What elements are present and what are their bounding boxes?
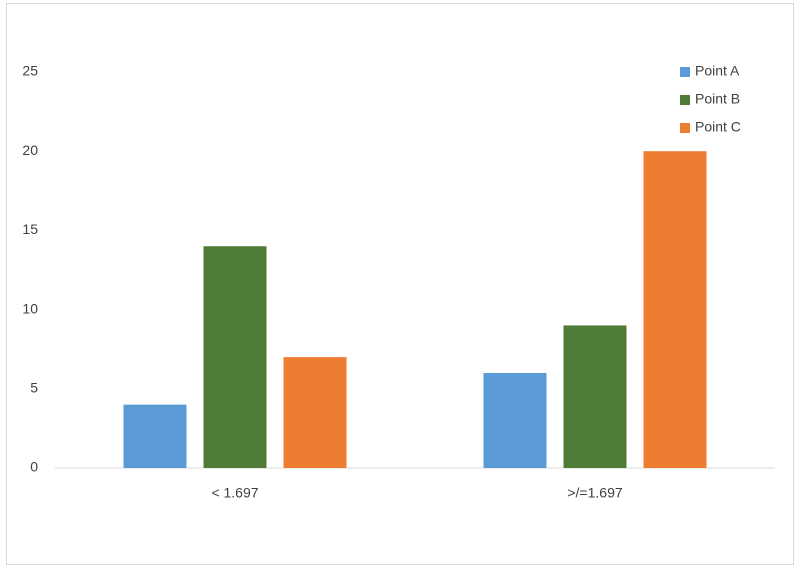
bar [483,372,547,468]
legend-label: Point B [695,91,740,107]
x-tick-label: >/=1.697 [567,485,622,501]
x-tick-label: < 1.697 [211,485,258,501]
bar [563,325,627,468]
bar [283,357,347,468]
legend-swatch [680,95,690,105]
y-tick-label: 25 [22,63,38,79]
y-tick-label: 5 [30,380,38,396]
legend-swatch [680,123,690,133]
bar [643,151,707,468]
bar [203,246,267,468]
legend-label: Point C [695,119,741,135]
bar [123,404,187,468]
y-tick-label: 10 [22,300,38,316]
legend-label: Point A [695,63,740,79]
y-tick-label: 15 [22,221,38,237]
y-tick-label: 20 [22,142,38,158]
y-tick-label: 0 [30,459,38,475]
legend-swatch [680,67,690,77]
